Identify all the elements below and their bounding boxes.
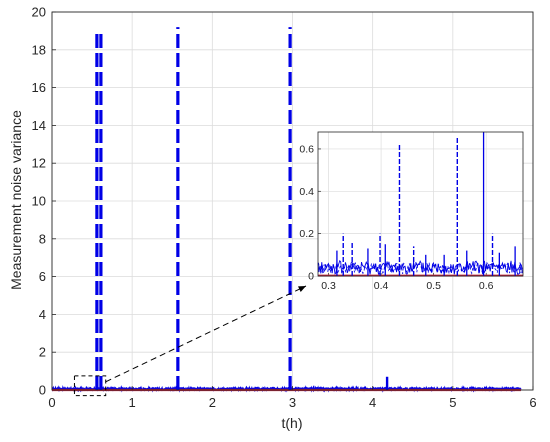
y-tick-label: 10 (32, 194, 46, 209)
inset-chart: 0.3 0.4 0.5 0.6 0 0.2 0.4 0.6 (299, 131, 524, 292)
inset-y-tick-label: 0.4 (299, 186, 314, 198)
zoom-arrow-line (105, 285, 307, 383)
x-tick-label: 0 (48, 395, 55, 410)
y-tick-label: 8 (39, 231, 46, 246)
x-axis-label: t(h) (282, 415, 303, 431)
inset-y-tick-label: 0.6 (299, 143, 314, 155)
x-tick-label: 5 (449, 395, 456, 410)
y-tick-label: 6 (39, 269, 46, 284)
inset-noise-dashed-line (318, 261, 524, 275)
y-axis-label: Measurement noise variance (8, 110, 24, 290)
x-tick-label: 2 (209, 395, 216, 410)
inset-frame (317, 131, 524, 277)
y-tick-label: 12 (32, 156, 46, 171)
inset-x-tick-label: 0.4 (374, 280, 389, 292)
y-tick-label: 0 (39, 383, 46, 398)
inset-x-tick-label: 0.5 (426, 280, 441, 292)
inset-y-tick-label: 0.2 (299, 228, 314, 240)
inset-x-tick-label: 0.6 (479, 280, 494, 292)
zoom-region-box (73, 375, 107, 397)
zoom-arrow-head (298, 286, 306, 292)
y-tick-label: 2 (39, 345, 46, 360)
x-tick-label: 6 (529, 395, 536, 410)
x-tick-label: 1 (129, 395, 136, 410)
y-tick-label: 20 (32, 5, 46, 20)
inset-x-tick-label: 0.3 (321, 280, 336, 292)
y-tick-label: 4 (39, 307, 46, 322)
zoom-annotation (73, 285, 307, 397)
inset-noise-line (317, 259, 523, 275)
x-tick-label: 3 (289, 395, 296, 410)
y-tick-label: 18 (32, 42, 46, 57)
main-axes-frame (51, 11, 534, 391)
x-tick-label: 4 (369, 395, 376, 410)
y-tick-label: 14 (32, 118, 46, 133)
y-tick-label: 16 (32, 80, 46, 95)
inset-y-tick-label: 0 (308, 271, 314, 283)
